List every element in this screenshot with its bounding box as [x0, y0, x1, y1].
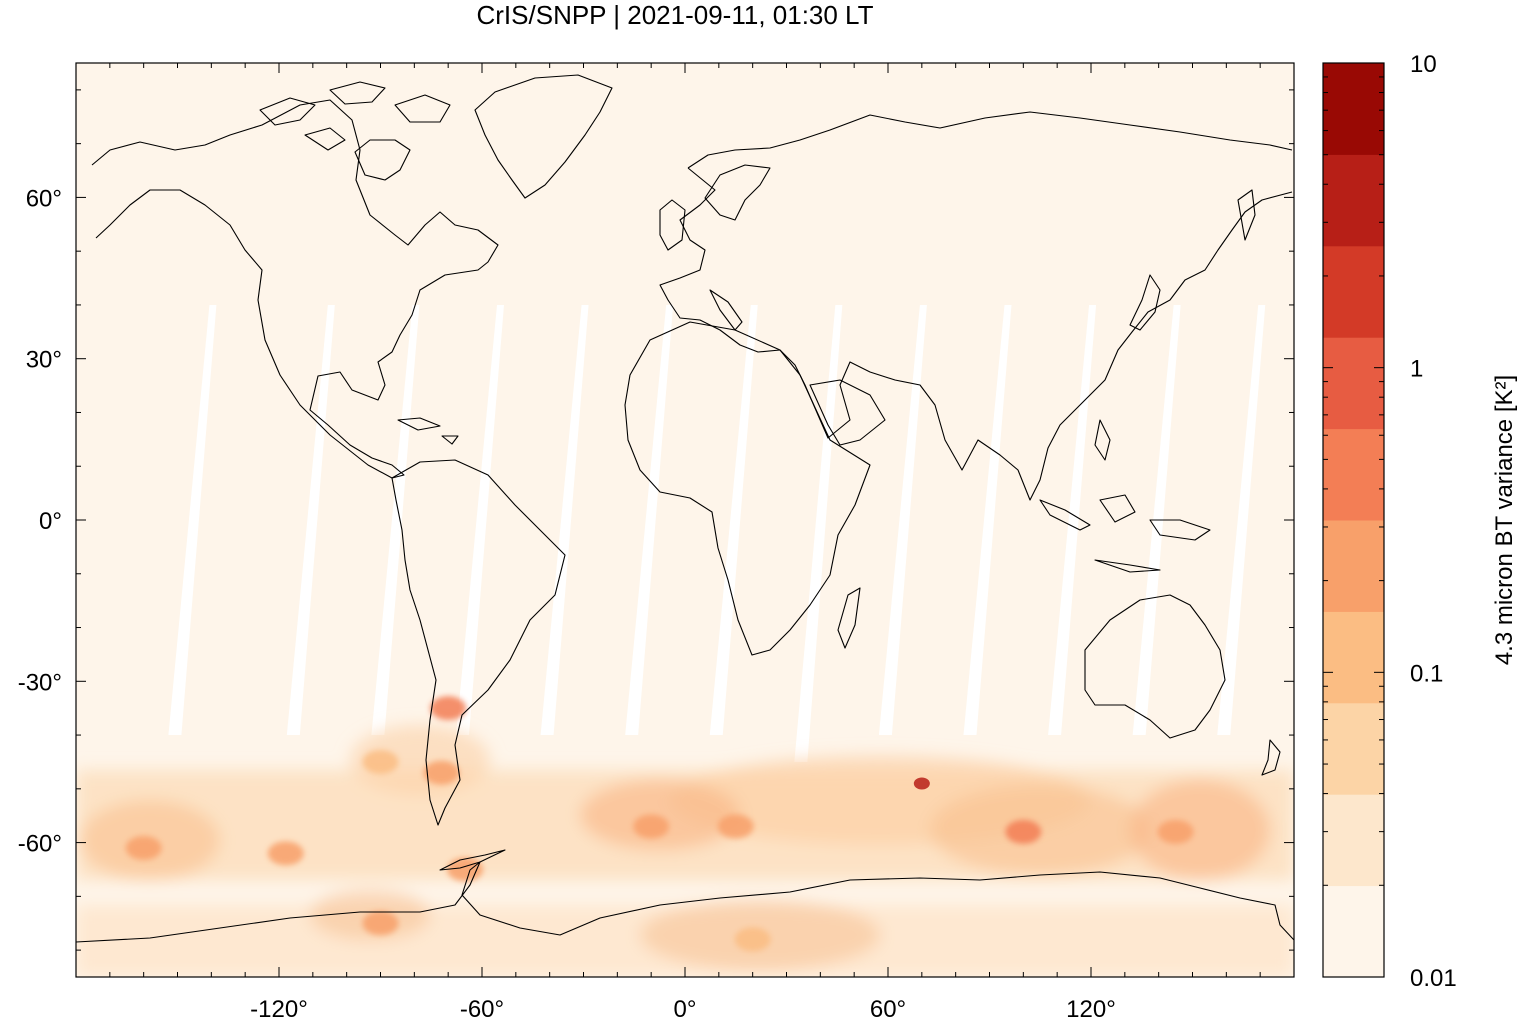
x-tick-label: 60°	[870, 996, 906, 1020]
colorbar-band	[1323, 63, 1384, 155]
y-tick-label: -30°	[18, 669, 62, 696]
southern-variance-band	[76, 725, 1294, 977]
colorbar-ticks	[1323, 76, 1384, 978]
swath-gap	[878, 304, 927, 736]
swath-gap	[286, 304, 335, 736]
coastlines	[76, 74, 1294, 943]
colorbar-band	[1323, 702, 1384, 795]
hotspot	[1157, 819, 1194, 844]
swath-gap	[1048, 304, 1097, 736]
swath-gap	[963, 304, 1012, 736]
swath-gap	[625, 304, 674, 736]
colorbar-band	[1323, 245, 1384, 338]
colorbar-band	[1323, 611, 1384, 704]
hotspot	[430, 696, 467, 721]
colorbar-band	[1323, 885, 1384, 978]
y-tick-label: 30°	[26, 347, 62, 374]
colorbar-tick-label: 10	[1410, 51, 1437, 78]
swath-gap	[709, 304, 758, 736]
y-tick-label: 0°	[39, 508, 62, 535]
colorbar-tick-label: 1	[1410, 356, 1423, 383]
hotspot	[717, 814, 754, 839]
hotspot	[125, 835, 162, 860]
colorbar-tick-label: 0.01	[1410, 965, 1457, 992]
hotspot	[362, 911, 399, 936]
chart-title: CrIS/SNPP | 2021-09-11, 01:30 LT	[476, 0, 874, 30]
x-tick-label: -120°	[250, 996, 308, 1020]
swath-gap	[168, 304, 217, 736]
colorbar-band	[1323, 154, 1384, 247]
hotspot	[1005, 819, 1042, 844]
hotspot	[913, 777, 930, 790]
colorbar-band	[1323, 520, 1384, 612]
y-tick-label: 60°	[26, 185, 62, 212]
hotspot	[423, 760, 460, 785]
hotspot	[447, 857, 484, 882]
x-tick-label: 0°	[674, 996, 697, 1020]
axis-ticks	[76, 63, 1294, 977]
colorbar-frame	[1322, 62, 1385, 978]
colorbar-bands	[1323, 63, 1384, 978]
colorbar-band	[1323, 794, 1384, 887]
swath-gaps	[168, 304, 1266, 762]
y-tick-label: -60°	[18, 831, 62, 858]
swath-gap	[794, 304, 843, 762]
swath-gap	[540, 304, 589, 736]
x-tick-label: 120°	[1066, 996, 1116, 1020]
hotspot	[362, 749, 399, 774]
swath-gap	[456, 304, 504, 736]
swath-gap	[371, 304, 420, 736]
colorbar-band	[1323, 337, 1384, 430]
hotspot	[633, 814, 670, 839]
colorbar: 4.3 micron BT variance [K²]	[1322, 62, 1518, 978]
hotspot	[267, 841, 304, 866]
hotspots	[125, 696, 1194, 952]
colorbar-label: 4.3 micron BT variance [K²]	[1491, 375, 1518, 665]
colorbar-band	[1323, 428, 1384, 521]
x-tick-label: -60°	[460, 996, 504, 1020]
swath-gap	[1217, 304, 1266, 736]
colorbar-tick-label: 0.1	[1410, 660, 1443, 687]
hotspot	[734, 927, 771, 952]
